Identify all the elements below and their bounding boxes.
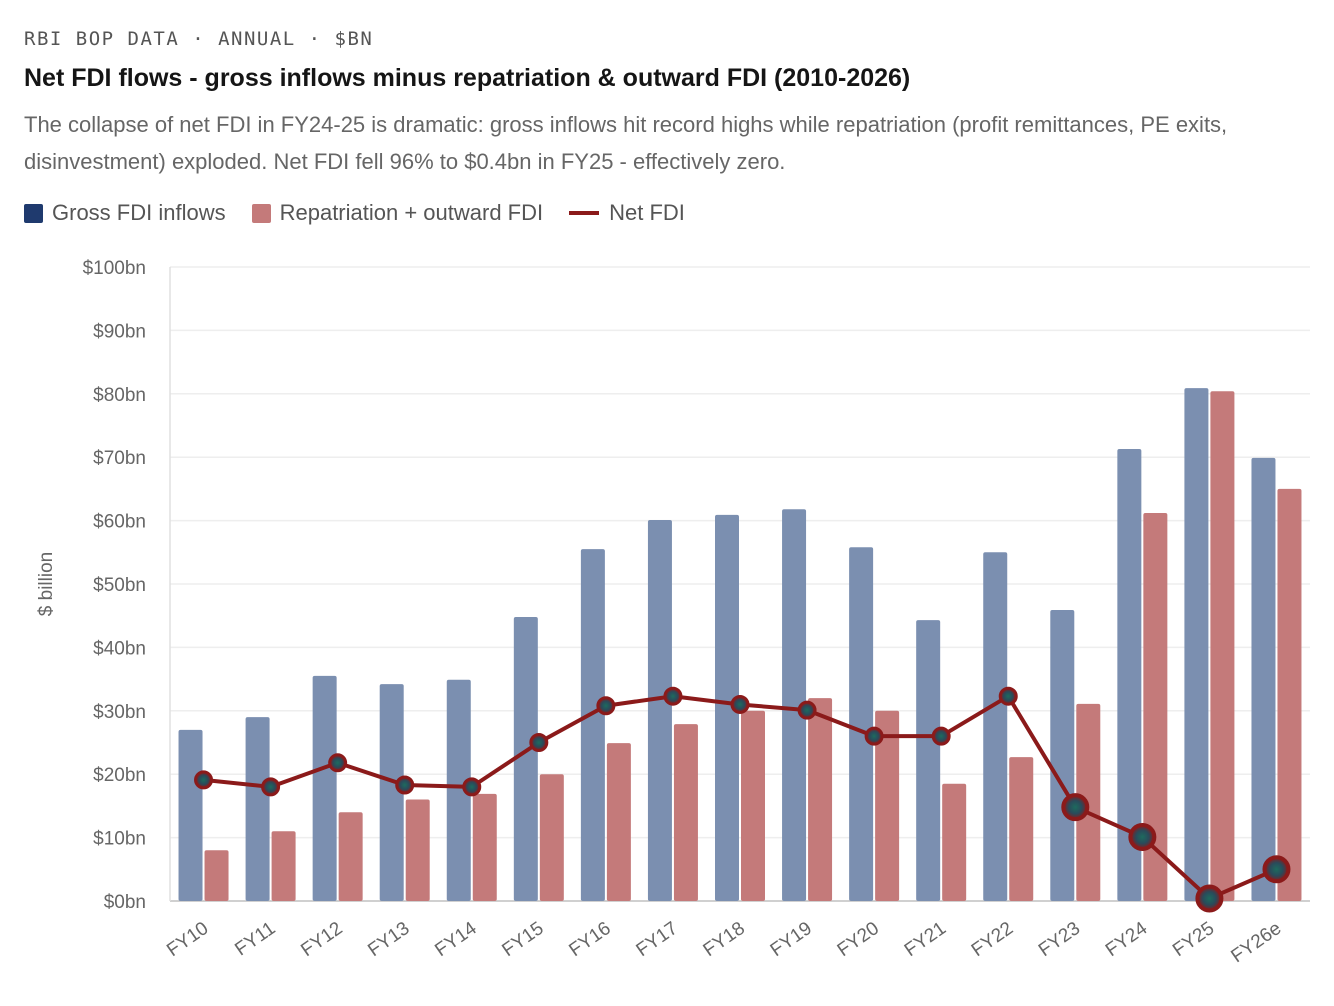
bar-repatriation-FY26e <box>1277 488 1302 901</box>
legend-label: Net FDI <box>609 200 685 225</box>
net-fdi-point-FY20 <box>864 726 884 746</box>
legend-label: Gross FDI inflows <box>52 200 226 225</box>
bar-gross-FY11 <box>245 717 270 901</box>
bar-repatriation-FY13 <box>405 799 430 901</box>
bar-repatriation-FY24 <box>1143 512 1168 901</box>
legend-item-gross: Gross FDI inflows <box>24 200 226 226</box>
net-fdi-line <box>203 694 1278 901</box>
net-fdi-point-FY11 <box>261 777 281 797</box>
x-tick-label: FY24 <box>1102 918 1152 961</box>
net-fdi-point-FY24 <box>1128 822 1157 851</box>
x-tick-label: FY15 <box>498 918 547 961</box>
bar-repatriation-FY10 <box>204 850 229 901</box>
y-tick-label: $100bn <box>83 258 146 279</box>
bar-repatriation-FY12 <box>338 812 363 901</box>
net-fdi-point-FY12 <box>328 753 348 773</box>
bar-repatriation-FY16 <box>606 743 631 901</box>
x-tick-label: FY11 <box>231 918 279 960</box>
x-tick-label: FY18 <box>700 918 749 961</box>
bar-gross-FY12 <box>312 675 337 901</box>
net-fdi-point-FY22 <box>998 686 1018 706</box>
net-fdi-point-FY18 <box>730 694 750 714</box>
chart-kicker: RBI BOP DATA · ANNUAL · $BN <box>24 28 374 50</box>
legend-swatch-gross <box>24 203 43 223</box>
bar-repatriation-FY19 <box>808 698 833 901</box>
y-tick-label: $40bn <box>93 638 146 659</box>
legend-item-net: Net FDI <box>569 200 685 226</box>
x-tick-label: FY13 <box>364 918 413 961</box>
bar-gross-FY23 <box>1050 609 1075 901</box>
x-tick-label: FY12 <box>297 918 346 961</box>
net-fdi-point-FY21 <box>931 726 951 746</box>
x-tick-label: FY19 <box>767 918 816 961</box>
bar-gross-FY14 <box>446 679 471 901</box>
legend-item-repatriation: Repatriation + outward FDI <box>251 200 544 226</box>
bar-repatriation-FY14 <box>472 793 497 901</box>
x-tick-label: FY10 <box>163 918 212 961</box>
bar-gross-FY15 <box>513 616 538 901</box>
bar-gross-FY24 <box>1117 448 1142 901</box>
bar-repatriation-FY20 <box>875 710 900 901</box>
y-tick-label: $50bn <box>93 575 146 596</box>
net-fdi-point-FY13 <box>395 775 415 795</box>
y-axis-label: $ billion <box>36 552 57 616</box>
x-tick-label: FY20 <box>834 918 883 961</box>
legend-label: Repatriation + outward FDI <box>279 200 544 225</box>
y-tick-label: $0bn <box>104 892 146 913</box>
bar-gross-FY10 <box>178 729 203 901</box>
bar-gross-FY26e <box>1251 457 1276 901</box>
bar-gross-FY13 <box>379 684 404 901</box>
bar-repatriation-FY25 <box>1210 391 1235 901</box>
y-tick-label: $90bn <box>93 321 146 342</box>
bar-repatriation-FY17 <box>673 724 698 901</box>
x-tick-label: FY14 <box>431 918 481 961</box>
net-fdi-point-FY19 <box>797 700 817 720</box>
y-tick-label: $10bn <box>93 829 146 850</box>
net-fdi-point-FY15 <box>529 733 549 752</box>
bar-repatriation-FY15 <box>539 774 564 901</box>
bar-gross-FY16 <box>580 549 605 901</box>
bar-gross-FY21 <box>916 620 941 901</box>
bar-gross-FY22 <box>983 552 1008 901</box>
x-tick-label: FY21 <box>901 918 950 961</box>
x-tick-label: FY25 <box>1169 918 1218 961</box>
net-fdi-point-FY25 <box>1195 884 1224 913</box>
x-tick-label: FY16 <box>565 918 614 961</box>
x-tick-label: FY23 <box>1035 918 1084 961</box>
chart-subtitle: The collapse of net FDI in FY24-25 is dr… <box>24 112 1228 174</box>
bar-gross-FY25 <box>1184 388 1209 901</box>
bar-gross-FY20 <box>849 547 874 901</box>
bar-repatriation-FY22 <box>1009 757 1034 901</box>
x-tick-label: FY22 <box>968 918 1017 961</box>
net-fdi-point-FY16 <box>596 696 616 716</box>
net-fdi-point-FY26e <box>1262 855 1291 884</box>
chart-title: Net FDI flows - gross inflows minus repa… <box>24 64 911 92</box>
net-fdi-point-FY14 <box>462 777 482 797</box>
y-tick-label: $60bn <box>93 512 146 533</box>
bar-gross-FY19 <box>782 509 807 901</box>
y-tick-label: $70bn <box>93 448 146 469</box>
x-tick-label: FY26e <box>1227 918 1285 967</box>
bar-gross-FY17 <box>647 519 672 901</box>
legend-line-net <box>569 211 600 215</box>
legend: Gross FDI inflows Repatriation + outward… <box>24 200 711 226</box>
bar-repatriation-FY18 <box>741 710 765 901</box>
bar-repatriation-FY21 <box>942 783 967 901</box>
y-tick-label: $20bn <box>93 765 146 786</box>
net-fdi-point-FY23 <box>1061 793 1090 822</box>
legend-swatch-repatriation <box>251 203 271 223</box>
bar-repatriation-FY11 <box>271 831 296 901</box>
y-tick-label: $80bn <box>93 385 146 406</box>
bar-gross-FY18 <box>715 514 739 901</box>
net-fdi-point-FY17 <box>663 686 683 706</box>
y-tick-label: $30bn <box>93 702 146 723</box>
x-tick-label: FY17 <box>633 918 682 961</box>
net-fdi-point-FY10 <box>194 770 214 790</box>
